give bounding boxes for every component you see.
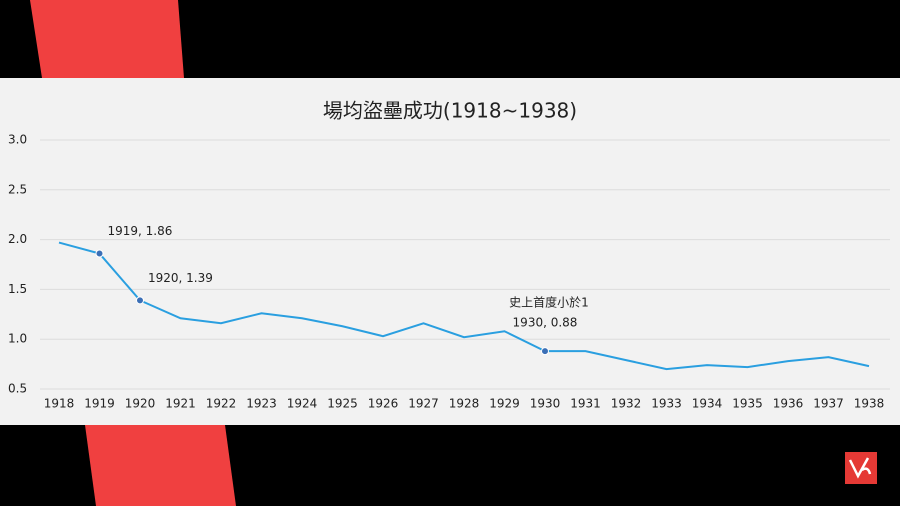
x-tick-label: 1920 [125,397,156,411]
y-tick-label: 0.5 [8,382,27,396]
y-tick-label: 1.0 [8,332,27,346]
point [136,296,144,305]
x-tick-label: 1930 [530,397,561,411]
point [95,249,104,258]
x-tick-label: 1928 [449,397,480,411]
x-tick-label: 1925 [327,397,358,411]
point [541,347,549,356]
stripe-top [30,0,184,78]
x-tick-label: 1935 [732,397,763,411]
line [58,241,870,371]
logo [845,452,877,484]
y-tick-label: 2.0 [8,232,27,246]
x-tick-label: 1933 [651,397,682,411]
x-tick-label: 1924 [287,397,318,411]
x-tick-label: 1918 [44,397,75,411]
data-label: 1930, 0.88 [513,316,578,330]
panel [0,78,900,425]
x-tick-label: 1922 [206,397,237,411]
x-tick-label: 1919 [84,397,115,411]
stripe-bottom [85,425,236,506]
annotation: 史上首度小於1 [509,295,589,310]
chart-title: 場均盜壘成功(1918~1938) [323,99,577,123]
x-tick-label: 1932 [611,397,642,411]
x-tick-label: 1934 [692,397,723,411]
y-tick-label: 2.5 [8,182,27,196]
x-tick-label: 1929 [489,397,520,411]
x-tick-label: 1926 [368,397,399,411]
data-label: 1919, 1.86 [108,224,173,238]
x-tick-label: 1931 [570,397,601,411]
x-tick-label: 1927 [408,397,439,411]
x-tick-label: 1923 [246,397,277,411]
x-tick-label: 1921 [165,397,196,411]
logo-glyph [848,457,872,479]
y-tick-label: 3.0 [8,133,27,147]
x-tick-label: 1937 [813,397,844,411]
data-label: 1920, 1.39 [148,271,213,285]
y-tick-label: 1.5 [8,282,27,296]
x-tick-label: 1936 [773,397,804,411]
x-tick-label: 1938 [854,397,885,411]
